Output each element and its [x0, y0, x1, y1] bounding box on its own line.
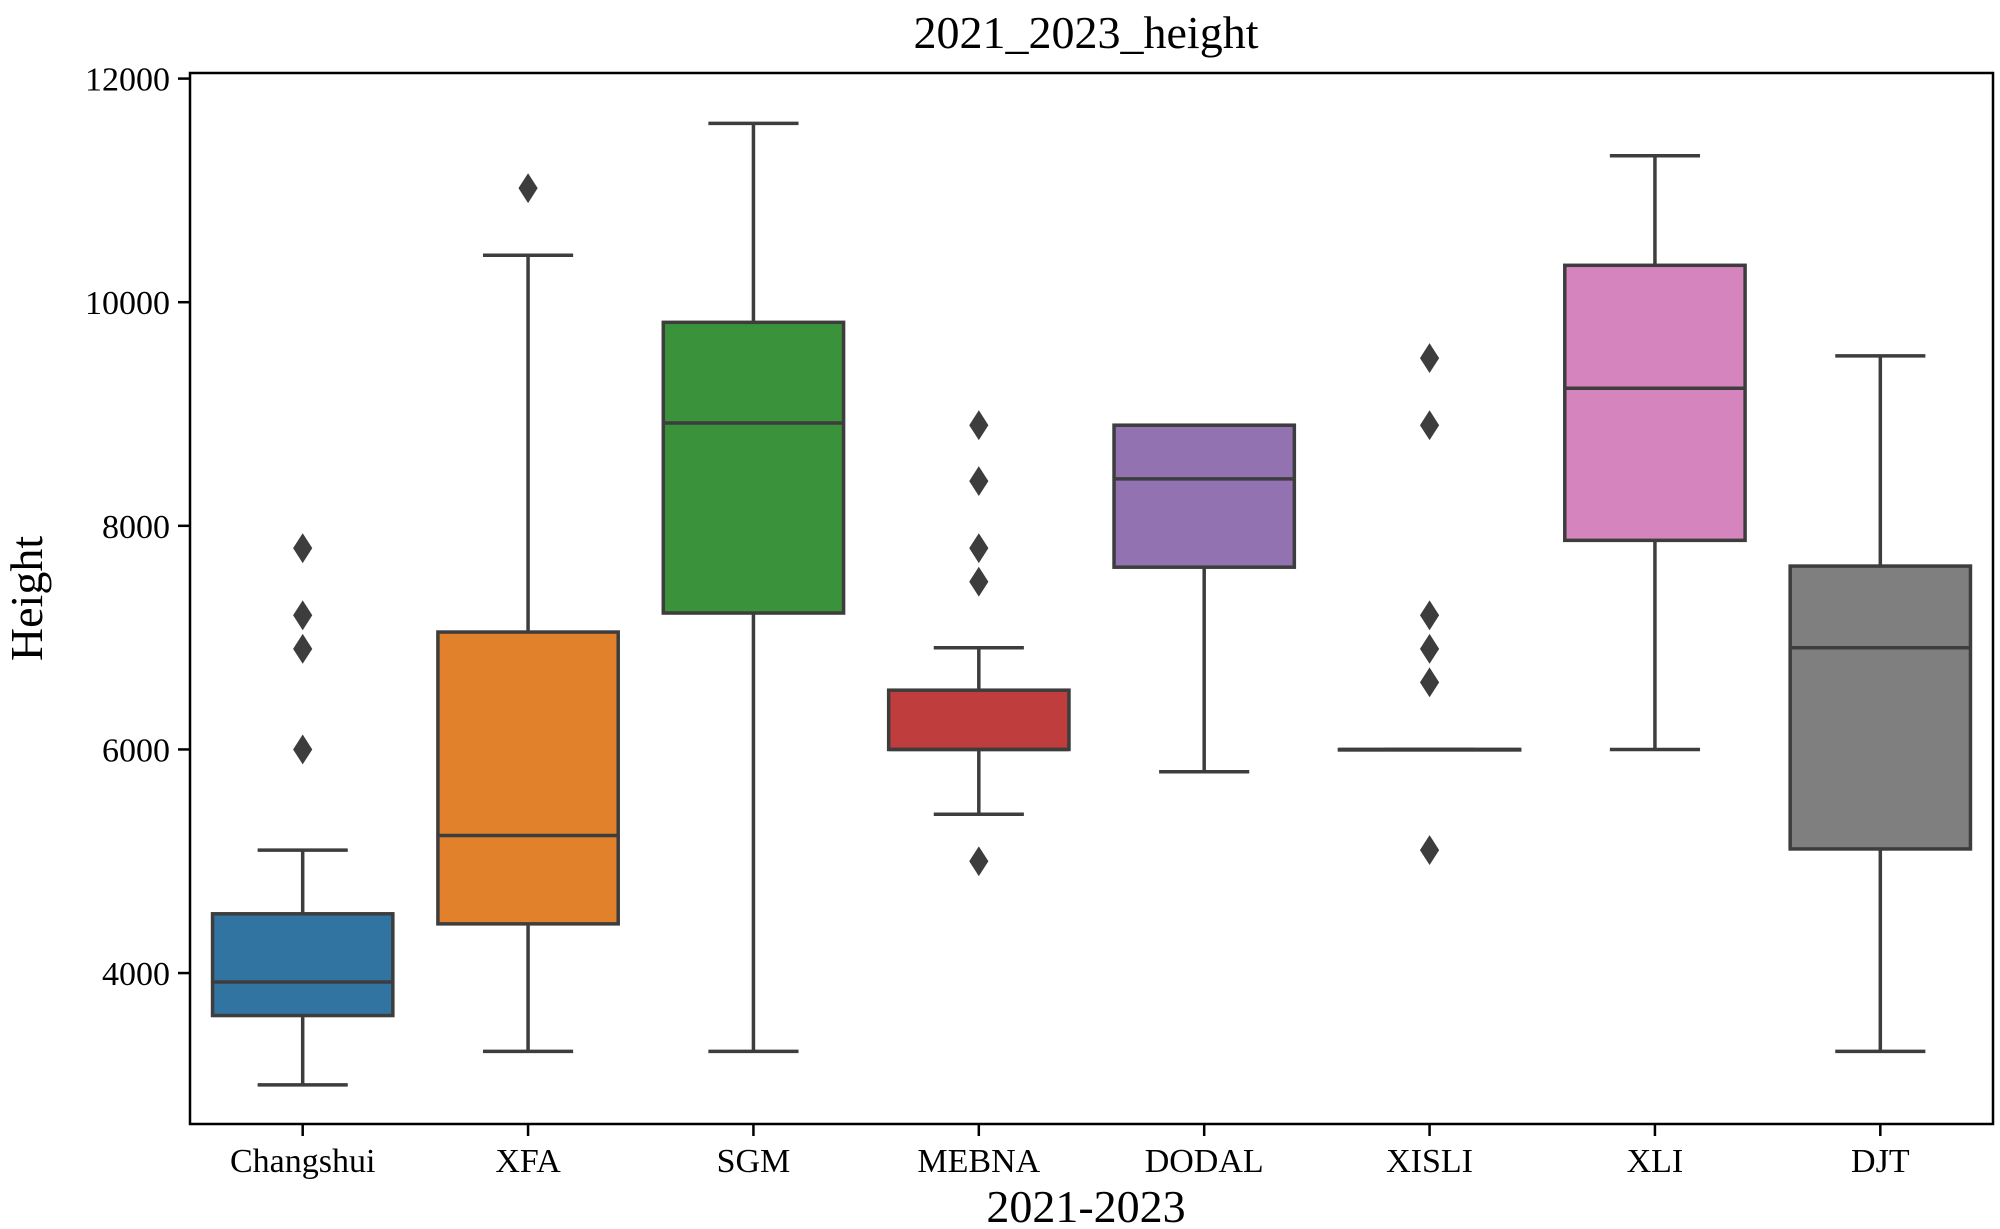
outlier-point	[293, 533, 313, 564]
box-group-changshui	[210, 533, 395, 1087]
outlier-point	[969, 566, 989, 597]
outlier-point	[293, 633, 313, 664]
box-iqr	[1563, 263, 1747, 543]
box-group-mebna	[886, 410, 1071, 877]
box-iqr	[1112, 423, 1297, 569]
x-tick-label: XLI	[1627, 1143, 1684, 1180]
x-tick-label: DJT	[1851, 1143, 1910, 1180]
x-tick-label: SGM	[717, 1143, 791, 1180]
outlier-point	[1419, 600, 1440, 631]
box-group-sgm	[661, 121, 846, 1054]
x-tick-label: XISLI	[1386, 1143, 1473, 1180]
box-iqr	[210, 912, 395, 1018]
x-axis-title: 2021-2023	[986, 1181, 1185, 1229]
outlier-point	[518, 173, 538, 204]
x-tick-label: Changshui	[230, 1143, 375, 1180]
outlier-point	[969, 466, 989, 497]
box-group-dodal	[1112, 423, 1297, 774]
y-tick-label: 4000	[102, 956, 170, 993]
outlier-point	[1419, 667, 1440, 698]
box-group-xfa	[436, 173, 620, 1054]
x-tick-label: DODAL	[1145, 1143, 1264, 1180]
outlier-point	[1419, 343, 1440, 374]
box-iqr	[1788, 564, 1973, 851]
chart-title: 2021_2023_height	[914, 7, 1259, 58]
box-iqr	[661, 320, 846, 615]
y-axis-title: Height	[1, 536, 52, 661]
box-iqr	[886, 688, 1071, 752]
outlier-point	[293, 734, 313, 765]
plot-layer: 4000 6000 8000 10000 12000 Changshui XFA SGM MEB…	[85, 62, 1973, 1180]
box-group-djt	[1788, 354, 1973, 1054]
x-tick-label: XFA	[495, 1143, 561, 1180]
outlier-point	[969, 533, 989, 564]
outlier-point	[1419, 835, 1440, 865]
y-tick-label: 8000	[102, 509, 170, 546]
outlier-point	[1419, 633, 1440, 664]
y-tick-label: 12000	[85, 62, 170, 99]
plot-frame	[188, 71, 1995, 1126]
y-tick-label: 6000	[102, 732, 170, 769]
outlier-point	[1419, 410, 1440, 441]
outlier-point	[969, 410, 989, 441]
box-iqr	[436, 630, 620, 926]
outlier-point	[969, 846, 989, 877]
box-group-xisli	[1337, 343, 1522, 865]
y-tick-label: 10000	[85, 285, 170, 322]
box-group-xli	[1563, 153, 1747, 752]
outlier-point	[293, 600, 313, 631]
x-tick-label: MEBNA	[917, 1143, 1040, 1180]
